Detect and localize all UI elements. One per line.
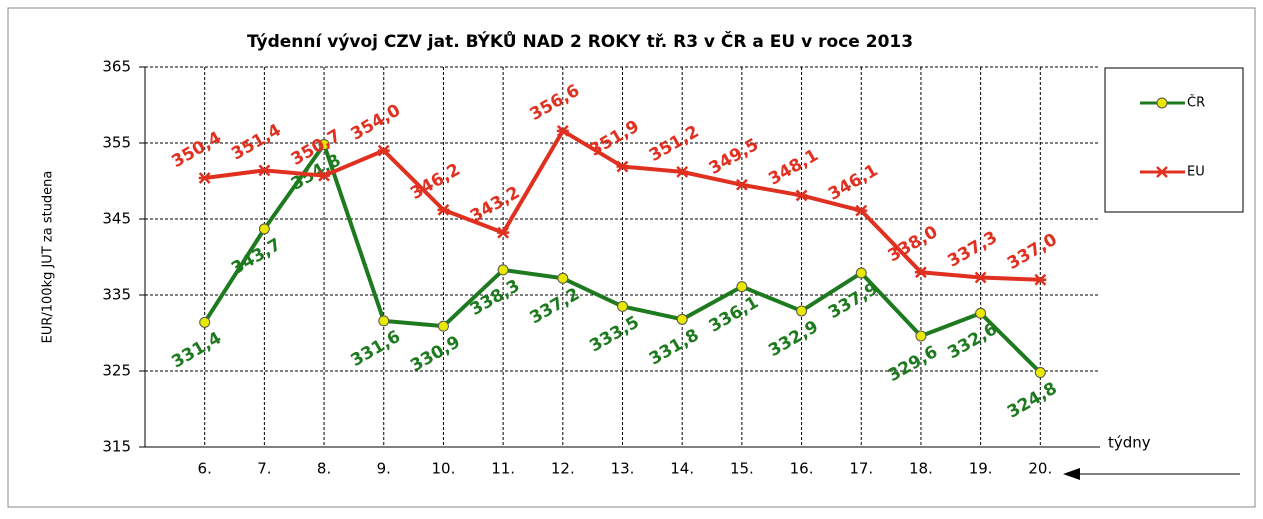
marker bbox=[318, 139, 330, 151]
marker bbox=[914, 266, 927, 279]
marker bbox=[676, 313, 688, 325]
x-tick-label: 17. bbox=[849, 460, 873, 478]
y-tick-label: 335 bbox=[102, 286, 131, 304]
marker bbox=[617, 300, 628, 312]
x-tick-label: 8. bbox=[317, 460, 331, 478]
marker bbox=[974, 271, 987, 284]
marker bbox=[258, 223, 270, 235]
marker bbox=[855, 267, 867, 279]
marker bbox=[199, 316, 211, 328]
marker bbox=[1034, 367, 1046, 379]
y-tick-label: 325 bbox=[102, 362, 131, 380]
marker bbox=[1156, 166, 1168, 178]
x-tick-label: 16. bbox=[790, 460, 814, 478]
legend-label: ČR bbox=[1187, 95, 1205, 111]
x-tick-label: 20. bbox=[1028, 460, 1052, 478]
x-tick-label: 14. bbox=[670, 460, 694, 478]
legend-label: EU bbox=[1187, 165, 1205, 180]
x-tick-label: 7. bbox=[257, 460, 271, 478]
x-tick-label: 13. bbox=[611, 460, 635, 478]
chart-title: Týdenní vývoj CZV jat. BÝKŮ NAD 2 ROKY t… bbox=[247, 29, 913, 52]
marker bbox=[915, 330, 927, 342]
x-tick-label: 11. bbox=[491, 460, 515, 478]
marker bbox=[198, 172, 211, 184]
marker bbox=[616, 160, 629, 173]
y-tick-label: 365 bbox=[102, 58, 131, 76]
marker bbox=[437, 203, 450, 216]
marker bbox=[796, 305, 808, 317]
x-tick-label: 19. bbox=[969, 460, 993, 478]
marker bbox=[497, 226, 510, 239]
marker bbox=[676, 165, 689, 178]
marker bbox=[378, 315, 390, 327]
y-tick-label: 315 bbox=[102, 438, 131, 456]
arrow-head bbox=[1063, 468, 1080, 480]
x-tick-label: 10. bbox=[432, 460, 456, 478]
marker bbox=[975, 307, 987, 319]
x-axis-label: týdny bbox=[1108, 434, 1151, 452]
marker bbox=[795, 189, 808, 202]
marker bbox=[377, 144, 390, 157]
marker bbox=[735, 178, 748, 191]
marker bbox=[556, 124, 569, 137]
marker bbox=[258, 164, 271, 177]
y-tick-label: 345 bbox=[102, 210, 131, 228]
y-tick-label: 355 bbox=[102, 134, 131, 152]
x-tick-label: 9. bbox=[377, 460, 391, 478]
marker bbox=[1034, 273, 1047, 286]
marker bbox=[497, 264, 509, 276]
marker bbox=[318, 169, 331, 182]
x-tick-label: 15. bbox=[730, 460, 754, 478]
marker bbox=[437, 320, 449, 332]
x-tick-label: 6. bbox=[198, 460, 212, 478]
marker bbox=[855, 204, 868, 217]
legend-box bbox=[1104, 67, 1244, 213]
x-tick-label: 18. bbox=[909, 460, 933, 478]
y-axis-label: EUR/100kg JUT za studena bbox=[41, 171, 56, 344]
marker bbox=[557, 272, 569, 284]
x-tick-label: 12. bbox=[551, 460, 575, 478]
frame bbox=[7, 7, 1256, 508]
marker bbox=[1156, 97, 1168, 109]
marker bbox=[736, 281, 748, 293]
